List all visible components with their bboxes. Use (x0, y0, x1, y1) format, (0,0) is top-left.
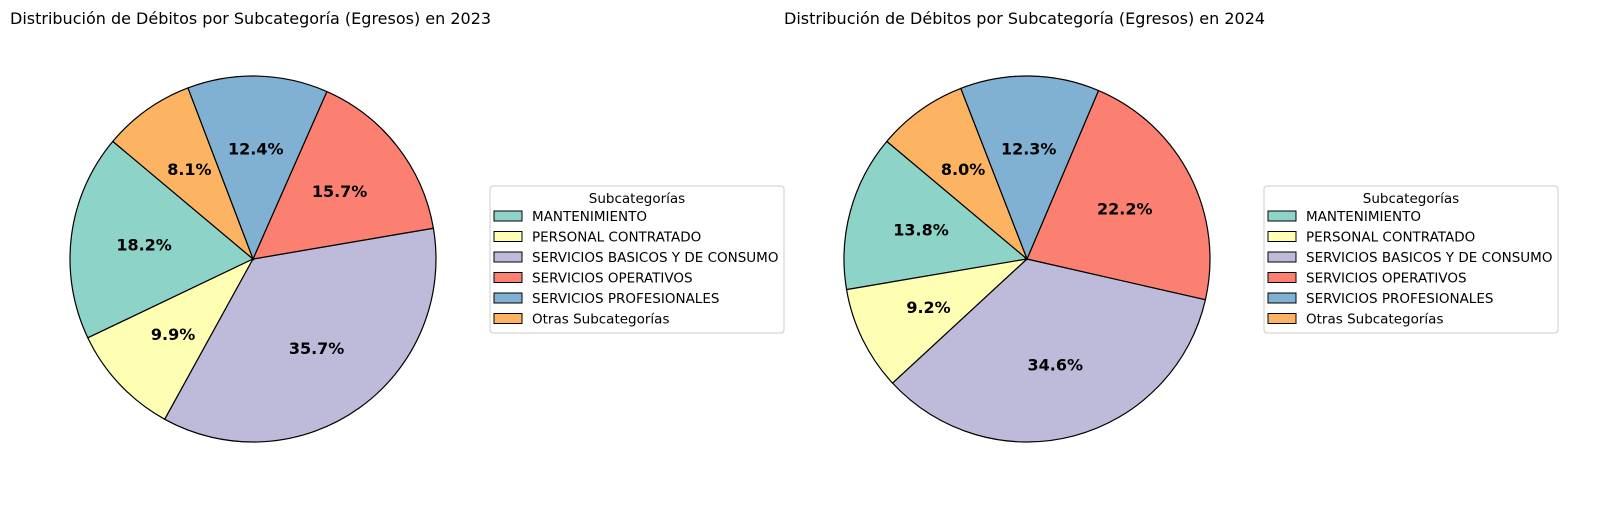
legend-title: Subcategorías (1363, 191, 1459, 207)
pie-slice-servicios-basicos-y-de-consumo (163, 227, 437, 443)
pie-slices (69, 75, 437, 443)
legend-label: PERSONAL CONTRATADO (532, 230, 701, 246)
percent-label: 12.3% (1001, 140, 1057, 159)
legend-label: SERVICIOS BASICOS Y DE CONSUMO (1306, 250, 1552, 266)
percent-label: 35.7% (289, 339, 345, 358)
legend-label: MANTENIMIENTO (532, 209, 647, 225)
pie-chart-2023: Distribución de Débitos por Subcategoría… (10, 9, 785, 443)
pie-slice-servicios-basicos-y-de-consumo (891, 258, 1207, 443)
pie-slice-servicios-operativos (252, 90, 435, 260)
percent-label: 13.8% (893, 221, 949, 240)
legend-swatch (493, 231, 523, 242)
legend-label: SERVICIOS BASICOS Y DE CONSUMO (532, 250, 778, 266)
legend-swatch (1267, 272, 1297, 283)
legend-swatch (493, 210, 523, 222)
legend-label: SERVICIOS PROFESIONALES (1306, 291, 1493, 307)
percent-label: 34.6% (1028, 356, 1084, 375)
pie-slice-otras-subcategor-as (111, 87, 255, 261)
legend-label: MANTENIMIENTO (1306, 209, 1421, 225)
pie-slice-servicios-profesionales (959, 75, 1100, 261)
pie-slice-otras-subcategor-as (885, 87, 1028, 260)
percent-label: 9.2% (906, 298, 950, 317)
legend-label: Otras Subcategorías (532, 312, 670, 328)
legend-label: Otras Subcategorías (1306, 312, 1444, 328)
legend-swatch (1267, 292, 1297, 304)
percent-label: 15.7% (312, 182, 368, 201)
percent-label: 9.9% (151, 325, 195, 344)
pie-slice-mantenimiento (843, 140, 1029, 291)
pie-slice-mantenimiento (69, 140, 255, 339)
percent-label: 18.2% (116, 236, 172, 255)
pie-chart-2024: Distribución de Débitos por Subcategoría… (784, 9, 1559, 443)
legend-swatch (493, 292, 523, 304)
legend-frame (1263, 185, 1559, 334)
legend-label: SERVICIOS OPERATIVOS (532, 271, 693, 287)
pie-slice-servicios-profesionales (187, 75, 328, 261)
legend-swatch (1267, 313, 1297, 324)
pie-slice-personal-contratado (87, 257, 255, 421)
percent-label: 12.4% (228, 140, 284, 159)
pie-percent-labels: 18.2% 9.9% 35.7% 15.7% 12.4% 8.1% (116, 140, 367, 358)
legend-swatch (493, 313, 523, 324)
legend-swatch (1267, 251, 1297, 263)
legend-title: Subcategorías (589, 191, 685, 207)
percent-label: 22.2% (1097, 200, 1153, 219)
legend-swatch (493, 272, 523, 283)
legend-items: MANTENIMIENTO PERSONAL CONTRATADO SERVICIO… (1267, 209, 1552, 328)
legend: Subcategorías MANTENIMIENTO PERSONAL CONT… (1263, 185, 1559, 334)
legend-swatch (493, 251, 523, 263)
legend-swatch (1267, 210, 1297, 222)
legend-label: SERVICIOS PROFESIONALES (532, 291, 719, 307)
chart-title: Distribución de Débitos por Subcategoría… (10, 9, 491, 28)
legend-frame (489, 185, 785, 334)
legend-swatch (1267, 231, 1297, 242)
pie-slices (843, 75, 1211, 443)
percent-label: 8.1% (167, 160, 211, 179)
chart-title: Distribución de Débitos por Subcategoría… (784, 9, 1265, 28)
legend-label: PERSONAL CONTRATADO (1306, 230, 1475, 246)
legend-label: SERVICIOS OPERATIVOS (1306, 271, 1467, 287)
percent-label: 8.0% (941, 160, 985, 179)
pie-percent-labels: 13.8% 9.2% 34.6% 22.2% 12.3% 8.0% (893, 140, 1152, 375)
pie-slice-servicios-operativos (1026, 89, 1211, 301)
pie-slice-personal-contratado (845, 258, 1029, 384)
legend-items: MANTENIMIENTO PERSONAL CONTRATADO SERVICIO… (493, 209, 778, 328)
legend: Subcategorías MANTENIMIENTO PERSONAL CONT… (489, 185, 785, 334)
